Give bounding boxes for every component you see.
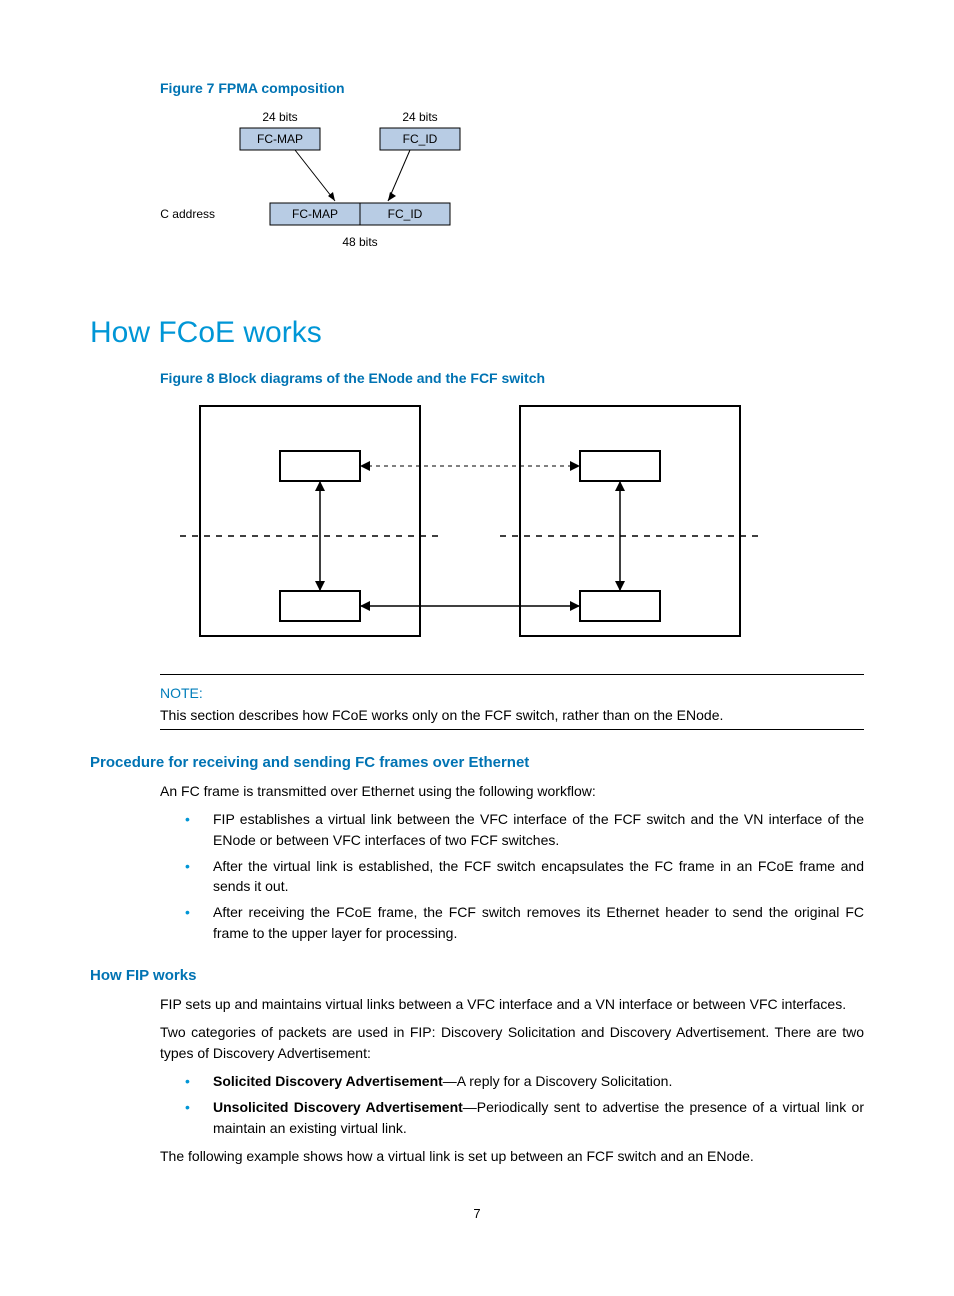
note-text: This section describes how FCoE works on… bbox=[160, 703, 864, 729]
svg-text:24 bits: 24 bits bbox=[402, 110, 437, 124]
figure8-caption: Figure 8 Block diagrams of the ENode and… bbox=[160, 370, 864, 386]
figure7-diagram: 24 bits 24 bits FC-MAP FC_ID MAC address… bbox=[160, 106, 864, 276]
svg-text:FC-MAP: FC-MAP bbox=[257, 132, 303, 146]
figure7-caption: Figure 7 FPMA composition bbox=[160, 80, 864, 96]
list-item: Unsolicited Discovery Advertisement—Peri… bbox=[185, 1097, 864, 1138]
svg-text:24 bits: 24 bits bbox=[262, 110, 297, 124]
fip-bullets: Solicited Discovery Advertisement—A repl… bbox=[185, 1071, 864, 1138]
fip-heading: How FIP works bbox=[90, 967, 864, 984]
procedure-heading: Procedure for receiving and sending FC f… bbox=[90, 754, 864, 771]
svg-text:FC-MAP: FC-MAP bbox=[292, 207, 338, 221]
list-item: After receiving the FCoE frame, the FCF … bbox=[185, 902, 864, 943]
list-item: Solicited Discovery Advertisement—A repl… bbox=[185, 1071, 864, 1091]
fip-paragraph-1: FIP sets up and maintains virtual links … bbox=[160, 994, 864, 1014]
list-item: After the virtual link is established, t… bbox=[185, 856, 864, 897]
svg-text:48 bits: 48 bits bbox=[342, 235, 377, 249]
procedure-bullets: FIP establishes a virtual link between t… bbox=[185, 809, 864, 943]
procedure-intro: An FC frame is transmitted over Ethernet… bbox=[160, 781, 864, 801]
svg-text:FC_ID: FC_ID bbox=[388, 207, 423, 221]
page-number: 7 bbox=[90, 1206, 864, 1221]
svg-text:FC_ID: FC_ID bbox=[403, 132, 438, 146]
list-item: FIP establishes a virtual link between t… bbox=[185, 809, 864, 850]
fip-paragraph-2: Two categories of packets are used in FI… bbox=[160, 1022, 864, 1063]
note-title: NOTE: bbox=[160, 681, 864, 703]
svg-text:MAC address: MAC address bbox=[160, 207, 215, 221]
figure8-diagram bbox=[160, 396, 864, 656]
note-block: NOTE: This section describes how FCoE wo… bbox=[160, 674, 864, 730]
fip-paragraph-3: The following example shows how a virtua… bbox=[160, 1146, 864, 1166]
section-heading: How FCoE works bbox=[90, 316, 864, 350]
